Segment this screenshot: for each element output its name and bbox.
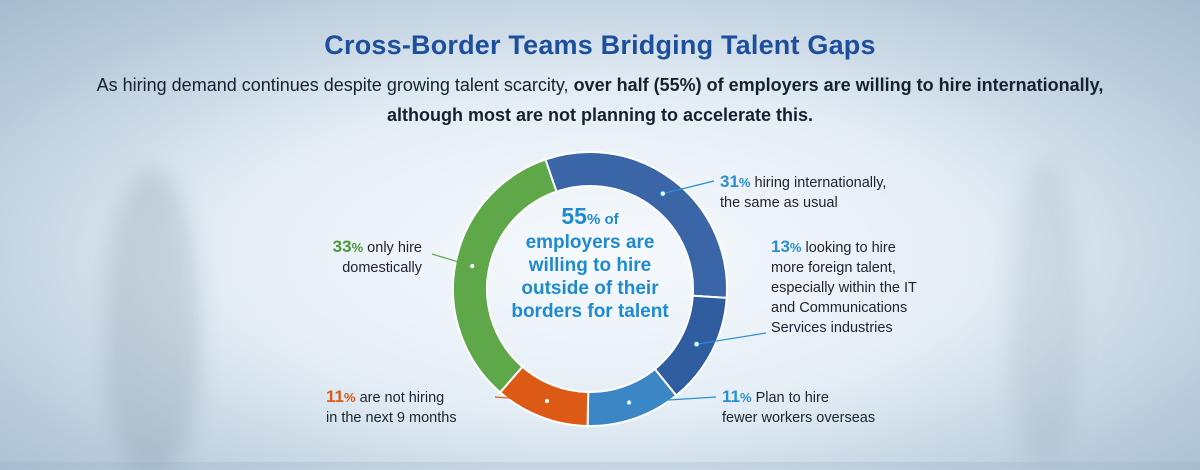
page-title: Cross-Border Teams Bridging Talent Gaps [324,30,876,60]
annotation-line: only hire [363,240,422,256]
annotation-line: and Communications [771,300,908,316]
annotation-pct: 11% [722,387,752,406]
center-unit: % of [586,211,619,228]
annotation-line: Plan to hire [751,390,829,406]
annotation-line: looking to hire [801,240,896,256]
subtitle-text-2: although most are not planning to accele… [386,105,814,125]
background-figure-left [105,170,200,470]
annotation-hiring-internationally: 31% hiring internationally, the same as … [720,172,886,213]
center-number: 55 [561,203,587,229]
annotation-pct: 11% [326,387,356,406]
annotation-line: hiring internationally, [750,175,887,191]
annotation-pct: 33% [332,237,364,256]
leader-lines [431,180,767,406]
annotation-fewer-overseas: 11% Plan to hire fewer workers overseas [722,387,875,428]
leader-line-3 [494,396,548,402]
annotation-domestic: 33% only hire domestically [300,237,422,278]
annotation-not-hiring: 11% are not hiring in the next 9 months [326,387,457,428]
leader-line-2 [629,396,717,404]
page-subtitle: As hiring demand continues despite growi… [90,70,1110,130]
annotation-line: the same as usual [720,195,838,211]
leader-dot-3 [543,397,551,405]
leader-line-1 [696,332,767,345]
annotation-line: fewer workers overseas [722,410,876,426]
annotation-line: especially within the IT [771,280,917,296]
leader-dot-2 [625,399,633,406]
leader-dot-4 [469,263,476,270]
annotation-line: are not hiring [355,390,445,406]
leader-dot-1 [693,341,700,348]
donut-center-text: 55% of employers are willing to hire out… [500,205,680,323]
annotation-pct: 13% [771,237,802,256]
donut-slice-2 [586,367,678,427]
annotation-line: in the next 9 months [326,410,457,426]
annotation-line: Services industries [771,320,893,336]
annotation-line: more foreign talent, [771,260,896,276]
background-figure-right [1010,160,1080,460]
donut-slice-4 [452,158,558,394]
leader-dot-0 [659,190,666,197]
subtitle-text-1: As hiring demand continues despite growi… [96,75,574,95]
leader-line-0 [662,180,715,195]
annotation-foreign-talent: 13% looking to hire more foreign talent,… [771,237,917,338]
annotation-pct: 31% [720,172,751,191]
annotation-line: domestically [342,260,422,276]
center-description: employers are willing to hire outside of… [511,232,669,322]
subtitle-bold-1: over half (55%) of employers are willing… [573,75,1104,95]
leader-line-4 [431,253,473,267]
